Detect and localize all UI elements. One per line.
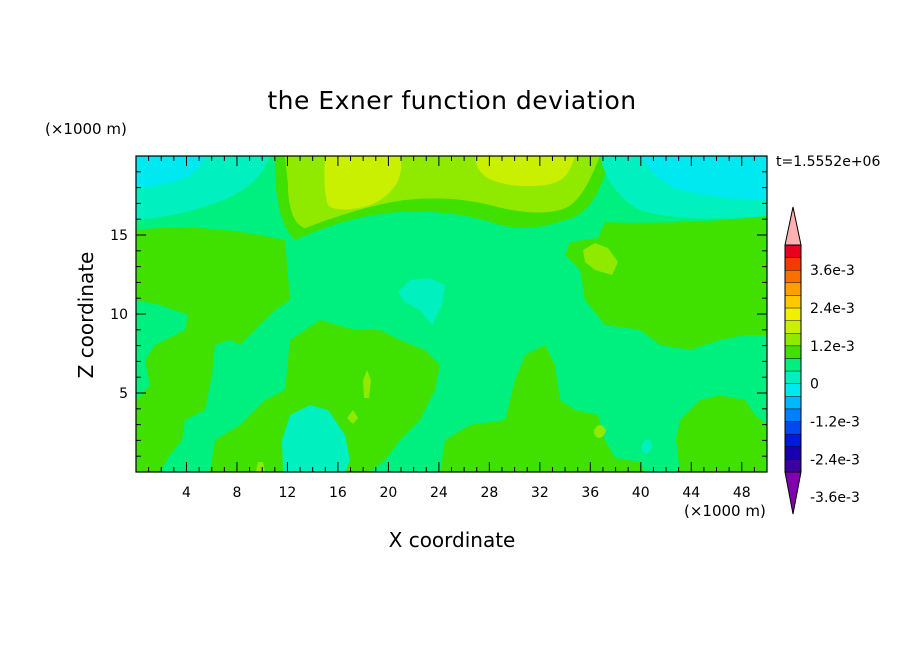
colorbar-label: 1.2e-3 xyxy=(810,339,855,355)
colorbar-label: -1.2e-3 xyxy=(810,415,860,431)
left-green xyxy=(136,227,290,472)
top-right-cyan-core xyxy=(640,156,767,200)
top-yellow-left xyxy=(324,156,402,210)
bottom-right-green xyxy=(676,395,767,472)
y-tick-label: 15 xyxy=(110,228,128,244)
colorbar-segment xyxy=(784,459,802,473)
colorbar-segment xyxy=(784,433,802,447)
top-yellow-right xyxy=(475,156,575,187)
colorbar-lower-triangle xyxy=(784,471,802,515)
x-tick-label: 12 xyxy=(279,485,297,501)
colorbar: 3.6e-3 2.4e-3 1.2e-3 0 -1.2e-3 -2.4e-3 -3.6e-3 xyxy=(784,206,860,515)
colorbar-segment xyxy=(784,345,802,359)
small-lime-3 xyxy=(593,425,606,438)
colorbar-segment xyxy=(784,408,802,422)
center-green xyxy=(440,345,645,472)
colorbar-segment xyxy=(784,307,802,321)
colorbar-label: 0 xyxy=(810,377,819,393)
x-tick-label: 44 xyxy=(682,485,700,501)
x-ticks: 4 8 12 16 20 24 28 32 36 40 44 48 xyxy=(148,156,755,501)
bottom-cyan-spot xyxy=(641,439,652,454)
colorbar-label: -3.6e-3 xyxy=(810,490,860,506)
x-tick-label: 28 xyxy=(480,485,498,501)
colorbar-segment xyxy=(784,333,802,347)
y-tick-label: 10 xyxy=(110,307,128,323)
small-lime-2 xyxy=(347,410,358,424)
heatmap-field xyxy=(136,156,767,472)
x-tick-label: 8 xyxy=(232,485,241,501)
colorbar-segment xyxy=(784,396,802,410)
right-green xyxy=(565,216,767,350)
colorbar-segment xyxy=(784,282,802,296)
y-axis-unit: (×1000 m) xyxy=(45,120,127,138)
x-tick-label: 16 xyxy=(329,485,347,501)
x-tick-label: 48 xyxy=(733,485,751,501)
x-tick-label: 4 xyxy=(182,485,191,501)
chart-title: the Exner function deviation xyxy=(267,86,637,115)
time-label: t=1.5552e+06 xyxy=(776,154,881,170)
colorbar-segment xyxy=(784,257,802,271)
colorbar-label: -2.4e-3 xyxy=(810,452,860,468)
top-left-cyan-core xyxy=(136,156,205,188)
x-tick-label: 24 xyxy=(430,485,448,501)
x-tick-label: 40 xyxy=(632,485,650,501)
x-tick-label: 32 xyxy=(531,485,549,501)
y-ticks: 5 10 15 xyxy=(110,171,767,457)
x-axis-unit: (×1000 m) xyxy=(684,502,766,520)
small-lime-4 xyxy=(256,462,265,472)
y-tick-label: 5 xyxy=(119,386,128,402)
colorbar-segment xyxy=(784,270,802,284)
small-lime-1 xyxy=(363,370,371,398)
right-lime-spot xyxy=(583,243,618,275)
colorbar-segment xyxy=(784,370,802,384)
colorbar-segment xyxy=(784,383,802,397)
x-axis-label: X coordinate xyxy=(388,528,516,552)
colorbar-segment xyxy=(784,295,802,309)
bottom-cyan xyxy=(282,405,350,472)
colorbar-label: 2.4e-3 xyxy=(810,301,855,317)
colorbar-upper-triangle xyxy=(784,206,802,246)
bottom-left-green xyxy=(210,320,440,472)
x-tick-label: 36 xyxy=(581,485,599,501)
colorbar-frame xyxy=(784,244,802,473)
x-tick-label: 20 xyxy=(379,485,397,501)
center-cyan-spot xyxy=(398,278,445,325)
colorbar-segment xyxy=(784,421,802,435)
colorbar-segment xyxy=(784,244,802,258)
colorbar-segment xyxy=(784,358,802,372)
colorbar-segment xyxy=(784,446,802,460)
colorbar-label: 3.6e-3 xyxy=(810,263,855,279)
colorbar-segment xyxy=(784,320,802,334)
